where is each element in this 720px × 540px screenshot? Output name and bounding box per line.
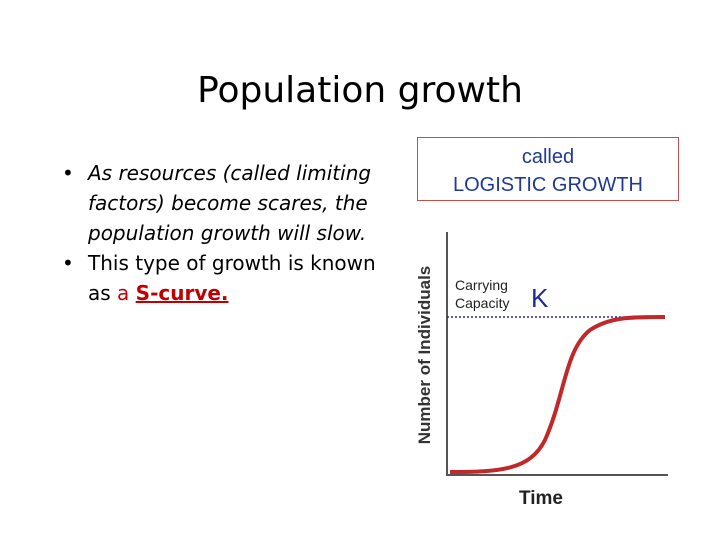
s-curve bbox=[449, 315, 666, 474]
bullet-list: As resources (called limiting factors) b… bbox=[58, 158, 388, 308]
y-axis-label: Number of Individuals bbox=[415, 266, 434, 445]
highlight-term: S-curve. bbox=[135, 281, 229, 305]
bullet-text: This type of growth is known as bbox=[88, 251, 376, 305]
x-axis-label: Time bbox=[519, 488, 563, 509]
capacity-label: Capacity bbox=[455, 295, 509, 311]
callout-box: called LOGISTIC GROWTH bbox=[417, 137, 679, 201]
callout-line: called bbox=[521, 146, 575, 168]
bullet: This type of growth is known as a S-curv… bbox=[62, 248, 388, 308]
callout-line: LOGISTIC GROWTH bbox=[453, 174, 643, 196]
k-label: K bbox=[531, 283, 549, 313]
capacity-label: Carrying bbox=[455, 277, 508, 293]
slide-title: Population growth bbox=[197, 70, 523, 111]
highlight-text: a bbox=[117, 281, 136, 305]
bullet: As resources (called limiting factors) b… bbox=[62, 158, 388, 248]
